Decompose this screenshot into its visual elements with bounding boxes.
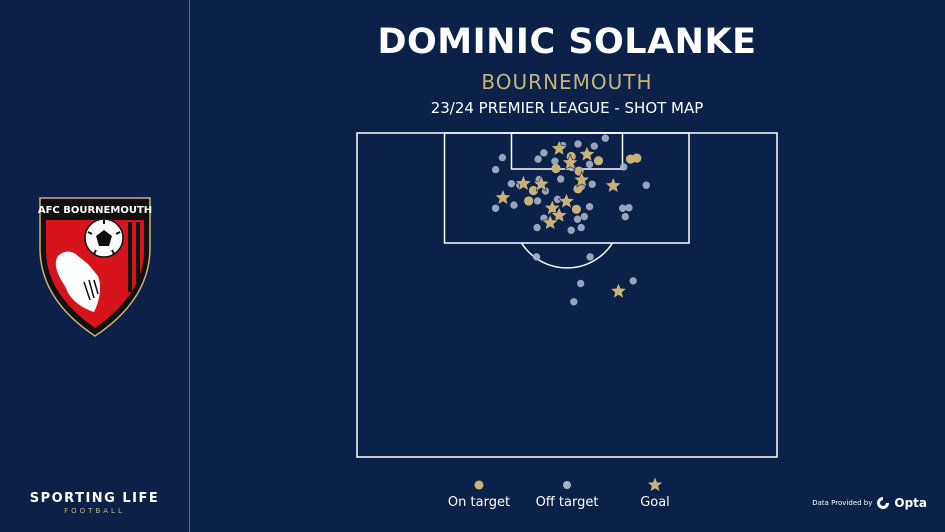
shot-off-target-10 <box>585 160 594 169</box>
opta-icon <box>877 497 890 509</box>
shot-off-target-39 <box>570 298 578 306</box>
shot-on-target-8 <box>528 185 539 196</box>
sporting-life-logo: SPORTING LIFE FOOTBALL <box>0 491 189 515</box>
shot-off-target-11 <box>620 163 628 171</box>
shot-off-target-6 <box>540 149 548 157</box>
shot-off-target-38 <box>576 279 585 288</box>
shot-goal-3 <box>561 153 579 171</box>
legend-off-target-marker <box>563 481 571 489</box>
shot-off-target-8 <box>551 157 559 165</box>
legend-goal-label: Goal <box>640 495 670 510</box>
legend-off-target: Off target <box>527 477 607 510</box>
legend-on-target-label: On target <box>447 495 511 510</box>
shot-off-target-7 <box>534 155 542 163</box>
pitch-outline <box>356 132 778 458</box>
provider-name: Opta <box>894 496 927 510</box>
shot-off-target-20 <box>642 181 650 189</box>
provider-prefix: Data Provided by <box>812 499 873 507</box>
shot-off-target-23 <box>533 197 542 205</box>
shot-goal-2 <box>578 145 596 162</box>
shot-on-target-2 <box>593 156 604 166</box>
shot-off-target-33 <box>580 212 589 221</box>
shot-off-target-3 <box>574 140 582 148</box>
shot-off-target-31 <box>577 223 585 232</box>
shot-goal-10 <box>543 198 562 216</box>
shot-off-target-5 <box>498 153 507 162</box>
shot-goal-7 <box>532 174 551 192</box>
shot-goal-8 <box>494 188 512 206</box>
shot-goal-6 <box>514 174 533 192</box>
sidebar: AFC BOURNEMOUTH SPORTING LIFE FOOTBALL <box>0 0 190 532</box>
pitch-lines <box>356 132 778 458</box>
shot-off-target-24 <box>553 195 562 204</box>
shot-off-target-32 <box>567 226 575 234</box>
shot-off-target-12 <box>491 165 500 174</box>
shot-goal-4 <box>572 170 591 188</box>
shot-off-target-13 <box>557 175 565 183</box>
shot-on-target-4 <box>632 153 642 163</box>
shot-off-target-34 <box>533 223 541 232</box>
shot-on-target-9 <box>571 204 582 214</box>
legend-goal: Goal <box>630 477 680 510</box>
shot-on-target-10 <box>524 196 534 206</box>
brand-tagline: FOOTBALL <box>64 507 125 515</box>
shot-goal-5 <box>604 176 623 194</box>
penalty-area <box>443 132 690 244</box>
legend-on-target-marker <box>474 480 484 490</box>
player-title: DOMINIC SOLANKE <box>377 22 757 62</box>
shot-off-target-36 <box>586 253 594 261</box>
chart-subtitle: 23/24 PREMIER LEAGUE - SHOT MAP <box>430 99 704 117</box>
shot-goal-11 <box>550 206 568 224</box>
shot-off-target-37 <box>629 277 637 285</box>
shot-goal-12 <box>541 213 560 231</box>
six-yard-box <box>510 132 624 170</box>
shot-off-target-21 <box>491 204 500 212</box>
shot-off-target-26 <box>618 204 627 212</box>
penalty-arc <box>520 242 614 269</box>
afc-bournemouth-crest: AFC BOURNEMOUTH <box>38 197 152 337</box>
brand-name: SPORTING LIFE <box>29 491 160 506</box>
shot-goal-9 <box>557 192 576 209</box>
shot-off-target-1 <box>601 134 610 142</box>
shot-off-target-35 <box>532 253 541 261</box>
shot-goal-1 <box>550 139 568 157</box>
legend-goal-marker <box>647 477 663 492</box>
shot-off-target-30 <box>573 215 582 223</box>
crest-text: AFC BOURNEMOUTH <box>38 205 152 216</box>
shot-off-target-25 <box>585 202 594 211</box>
shot-off-target-22 <box>510 201 518 209</box>
shot-goal-13 <box>609 282 628 299</box>
legend-off-target-label: Off target <box>535 495 599 510</box>
club-name: BOURNEMOUTH <box>481 70 653 94</box>
shot-on-target-6 <box>551 163 561 174</box>
data-provider: Data Provided by Opta <box>812 496 927 510</box>
shot-off-target-27 <box>625 204 633 212</box>
shot-off-target-4 <box>590 142 598 150</box>
shot-off-target-15 <box>507 179 516 188</box>
legend-on-target: On target <box>441 477 517 510</box>
shot-off-target-28 <box>621 212 629 221</box>
shot-off-target-19 <box>588 180 596 188</box>
shots-layer <box>491 134 650 306</box>
shot-on-target-7 <box>573 184 583 194</box>
